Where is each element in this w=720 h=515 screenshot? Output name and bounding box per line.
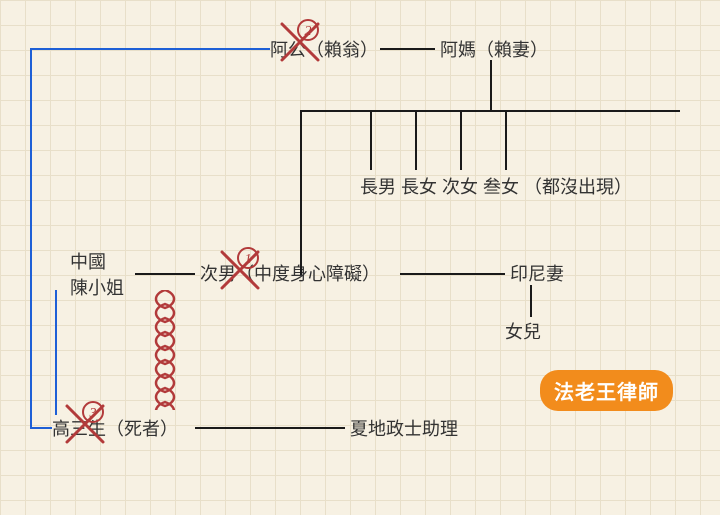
connector-line [30,427,52,429]
connector-line [530,285,532,317]
connector-line [30,48,32,428]
connector-line [490,60,492,110]
node-china-wife-line1: 中國 [70,250,106,275]
node-grandma: 阿媽（賴妻） [440,38,548,63]
node-assistant: 夏地政士助理 [350,417,458,442]
connector-line [505,110,507,170]
node-daughter: 女兒 [505,320,541,345]
connector-line [55,290,57,415]
node-china-wife-line2: 陳小姐 [70,276,124,301]
connector-line [300,110,680,112]
connector-line [415,110,417,170]
connector-line [30,48,270,50]
connector-line [380,48,435,50]
connector-line [300,110,302,275]
scribble-icon [151,290,179,415]
brand-badge: 法老王律師 [540,370,673,411]
node-siblings: 長男 長女 次女 叁女 （都沒出現） [360,175,632,200]
connector-line [135,273,195,275]
connector-line [370,110,372,170]
connector-line [460,110,462,170]
connector-line [195,427,345,429]
node-second-son: 次男（中度身心障礙） [200,262,380,287]
node-gaosansheng: 高三生（死者） [52,417,178,442]
node-grandpa: 阿公（賴翁） [270,38,378,63]
connector-line [400,273,505,275]
node-indo-wife: 印尼妻 [510,262,564,287]
svg-text:2: 2 [305,24,312,39]
